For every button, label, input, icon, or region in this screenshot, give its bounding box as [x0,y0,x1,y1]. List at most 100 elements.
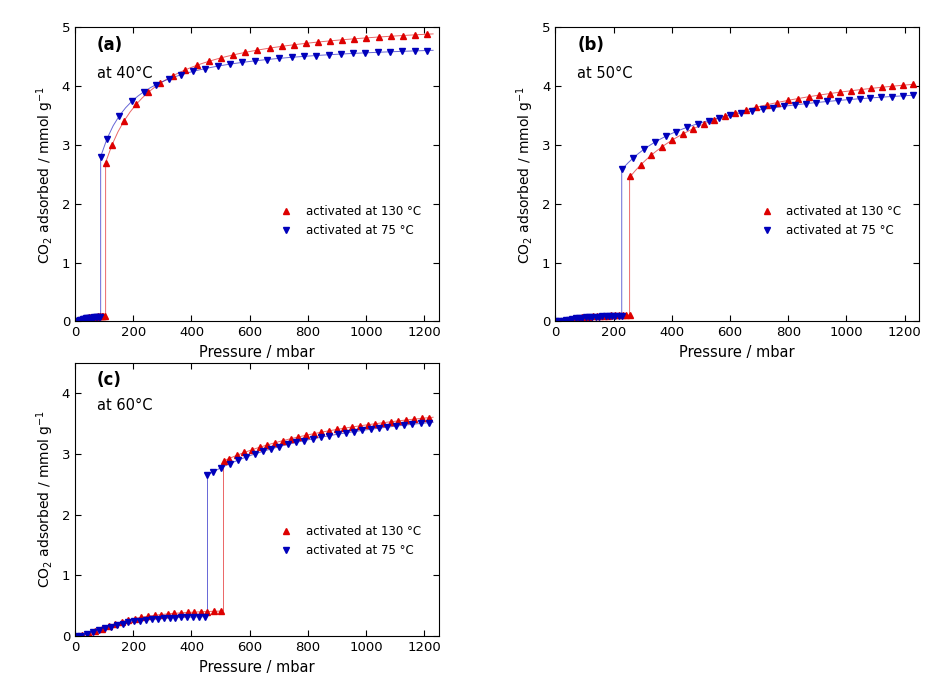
activated at 75 °C [746,107,757,115]
activated at 75 °C [92,313,103,321]
activated at 130 °C [898,81,909,90]
Line: activated at 75 °C: activated at 75 °C [552,92,916,325]
activated at 130 °C [583,313,595,321]
activated at 75 °C [616,312,628,320]
activated at 130 °C [803,92,814,101]
activated at 75 °C [692,120,704,128]
activated at 75 °C [95,313,106,321]
activated at 75 °C [90,313,101,321]
Line: activated at 130 °C: activated at 130 °C [72,31,431,325]
activated at 75 °C [789,101,800,109]
activated at 75 °C [649,138,660,146]
activated at 75 °C [810,98,822,107]
activated at 75 °C [613,312,625,320]
activated at 75 °C [553,317,565,326]
activated at 75 °C [639,145,650,153]
activated at 130 °C [551,317,562,326]
activated at 75 °C [714,114,725,122]
activated at 130 °C [167,72,178,80]
activated at 130 °C [155,79,166,88]
activated at 75 °C [77,315,88,324]
activated at 75 °C [607,312,618,320]
activated at 75 °C [236,58,248,66]
Text: (a): (a) [97,36,123,54]
activated at 130 °C [179,66,190,74]
activated at 130 °C [94,312,105,320]
activated at 130 °C [71,317,83,325]
activated at 75 °C [282,440,294,449]
activated at 75 °C [397,47,408,55]
activated at 130 °C [610,311,621,319]
activated at 130 °C [587,312,598,320]
Y-axis label: CO$_2$ adsorbed / mmol g$^{-1}$: CO$_2$ adsorbed / mmol g$^{-1}$ [35,410,56,588]
activated at 130 °C [106,141,117,149]
activated at 130 °C [591,312,602,320]
activated at 75 °C [421,47,432,55]
activated at 130 °C [606,311,617,319]
activated at 130 °C [204,57,215,66]
activated at 130 °C [730,109,741,117]
activated at 75 °C [822,97,833,105]
activated at 130 °C [876,83,887,92]
activated at 130 °C [657,143,668,151]
activated at 130 °C [191,61,203,69]
activated at 75 °C [70,632,82,640]
activated at 130 °C [288,40,299,49]
activated at 130 °C [617,311,628,319]
activated at 75 °C [262,55,273,64]
Text: at 50°C: at 50°C [577,66,633,81]
activated at 130 °C [264,44,275,52]
activated at 130 °C [143,88,154,96]
activated at 75 °C [212,62,223,70]
activated at 75 °C [82,314,93,322]
Text: at 60°C: at 60°C [97,398,152,413]
activated at 130 °C [568,315,580,323]
activated at 130 °C [89,313,100,321]
activated at 75 °C [86,313,98,321]
activated at 130 °C [169,609,180,618]
activated at 75 °C [603,312,614,320]
activated at 75 °C [586,313,598,321]
activated at 130 °C [708,116,719,124]
activated at 75 °C [188,67,199,75]
activated at 130 °C [572,314,583,322]
activated at 130 °C [386,32,397,40]
activated at 75 °C [567,315,578,323]
activated at 130 °C [276,42,287,51]
activated at 75 °C [385,48,396,56]
Legend: activated at 130 °C, activated at 75 °C: activated at 130 °C, activated at 75 °C [267,200,426,242]
activated at 75 °C [908,91,919,99]
activated at 75 °C [600,313,612,321]
activated at 75 °C [617,165,628,173]
activated at 75 °C [594,313,605,321]
activated at 130 °C [635,161,646,169]
activated at 75 °C [570,315,582,323]
activated at 75 °C [310,51,322,60]
activated at 75 °C [557,317,568,325]
activated at 130 °C [100,159,112,167]
activated at 130 °C [908,80,919,88]
activated at 130 °C [576,313,587,321]
Line: activated at 75 °C: activated at 75 °C [72,47,431,325]
activated at 130 °C [824,90,835,98]
activated at 75 °C [159,614,170,622]
activated at 130 °C [866,84,877,92]
activated at 130 °C [813,91,825,99]
activated at 75 °C [307,435,318,443]
activated at 130 °C [625,172,636,181]
activated at 130 °C [70,632,82,640]
activated at 130 °C [677,130,688,138]
activated at 130 °C [761,101,772,109]
activated at 130 °C [698,120,709,128]
activated at 75 °C [681,123,692,131]
activated at 130 °C [667,136,678,144]
activated at 75 °C [897,92,908,100]
activated at 130 °C [886,82,898,90]
activated at 130 °C [750,103,762,111]
activated at 75 °C [875,93,886,101]
activated at 75 °C [298,52,310,60]
activated at 130 °C [75,316,86,324]
activated at 130 °C [558,317,569,325]
activated at 130 °C [349,35,360,43]
activated at 75 °C [865,94,876,102]
